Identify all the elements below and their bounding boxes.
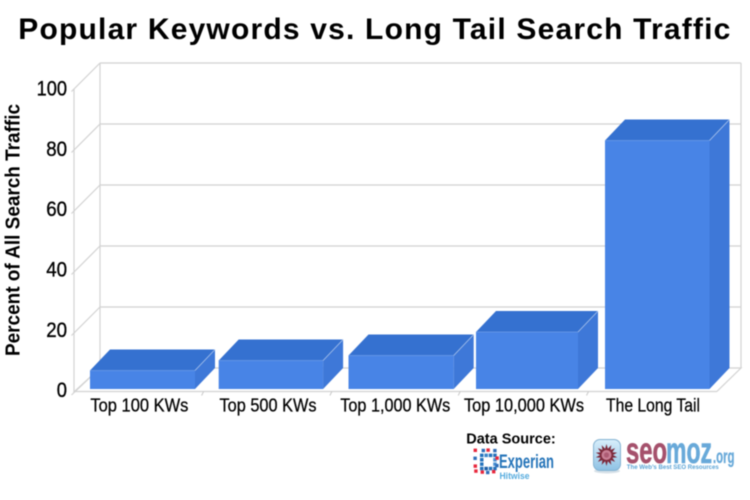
svg-text:Experian: Experian	[499, 452, 554, 473]
svg-text:100: 100	[37, 78, 67, 101]
svg-text:Top 1,000 KWs: Top 1,000 KWs	[340, 396, 450, 416]
svg-text:seo: seo	[626, 429, 667, 471]
svg-text:80: 80	[46, 138, 67, 161]
svg-text:Hitwise: Hitwise	[500, 471, 530, 481]
svg-text:moz: moz	[666, 429, 712, 471]
svg-text:0: 0	[57, 379, 67, 402]
svg-text:Data Source:: Data Source:	[466, 432, 555, 448]
svg-text:.org: .org	[713, 447, 735, 468]
svg-text:Popular Keywords vs. Long Tail: Popular Keywords vs. Long Tail Search Tr…	[18, 13, 730, 46]
svg-text:Percent of All Search Traffic: Percent of All Search Traffic	[2, 104, 25, 356]
svg-text:Top 10,000 KWs: Top 10,000 KWs	[464, 396, 584, 416]
svg-text:20: 20	[46, 319, 67, 342]
svg-text:Top 500 KWs: Top 500 KWs	[220, 396, 317, 416]
svg-text:40: 40	[46, 259, 67, 282]
svg-text:The Web’s Best SEO Resources: The Web’s Best SEO Resources	[627, 464, 719, 471]
svg-text:60: 60	[46, 198, 67, 221]
svg-text:The Long Tail: The Long Tail	[606, 396, 700, 416]
svg-text:Top 100 KWs: Top 100 KWs	[90, 396, 188, 416]
